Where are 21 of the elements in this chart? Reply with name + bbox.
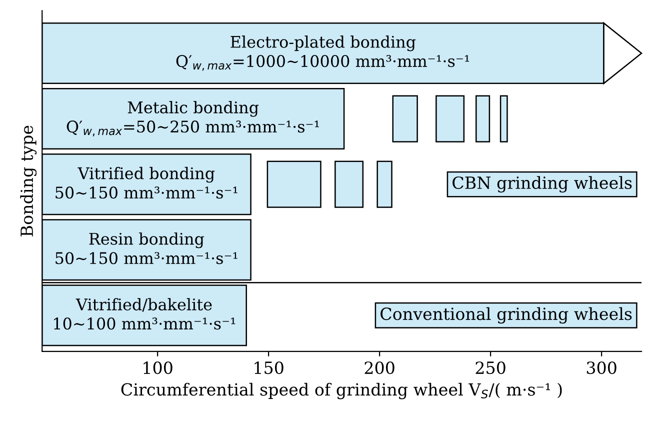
text: Metalic bonding Q′$_{w,max}$=50~250 mm³·mm⁻¹·s⁻¹ — [66, 101, 319, 136]
data-label: Resin bonding 50~150 mm³·mm⁻¹·s⁻¹ — [56, 232, 238, 264]
bar — [436, 95, 465, 142]
bar — [392, 95, 418, 142]
bar — [476, 95, 490, 142]
bar — [266, 160, 322, 208]
y-axis-title: Bonding type — [20, 126, 37, 236]
x-tick-label: 250 — [476, 361, 506, 374]
bar — [376, 160, 392, 208]
annotation: Conventional grinding wheels — [380, 307, 632, 324]
text: Electro-plated bonding Q′$_{w,max}$=1000~10000 mm³·mm⁻¹·s⁻¹ — [176, 36, 470, 71]
x-axis-title: Circumferential speed of grinding wheel V$_{S}$/( m·s⁻¹ ) — [121, 382, 562, 400]
data-label: Vitrified bonding 50~150 mm³·mm⁻¹·s⁻¹ — [56, 166, 238, 199]
bar — [334, 160, 364, 208]
x-tick-label: 300 — [586, 361, 616, 374]
data-label: Vitrified/bakelite 10~100 mm³·mm⁻¹·s⁻¹ — [54, 298, 236, 330]
x-tick-label: 200 — [364, 361, 394, 374]
annotation: CBN grinding wheels — [452, 176, 632, 193]
bar — [500, 95, 508, 142]
x-tick-label: 150 — [254, 361, 284, 374]
x-tick-label: 100 — [144, 361, 172, 374]
